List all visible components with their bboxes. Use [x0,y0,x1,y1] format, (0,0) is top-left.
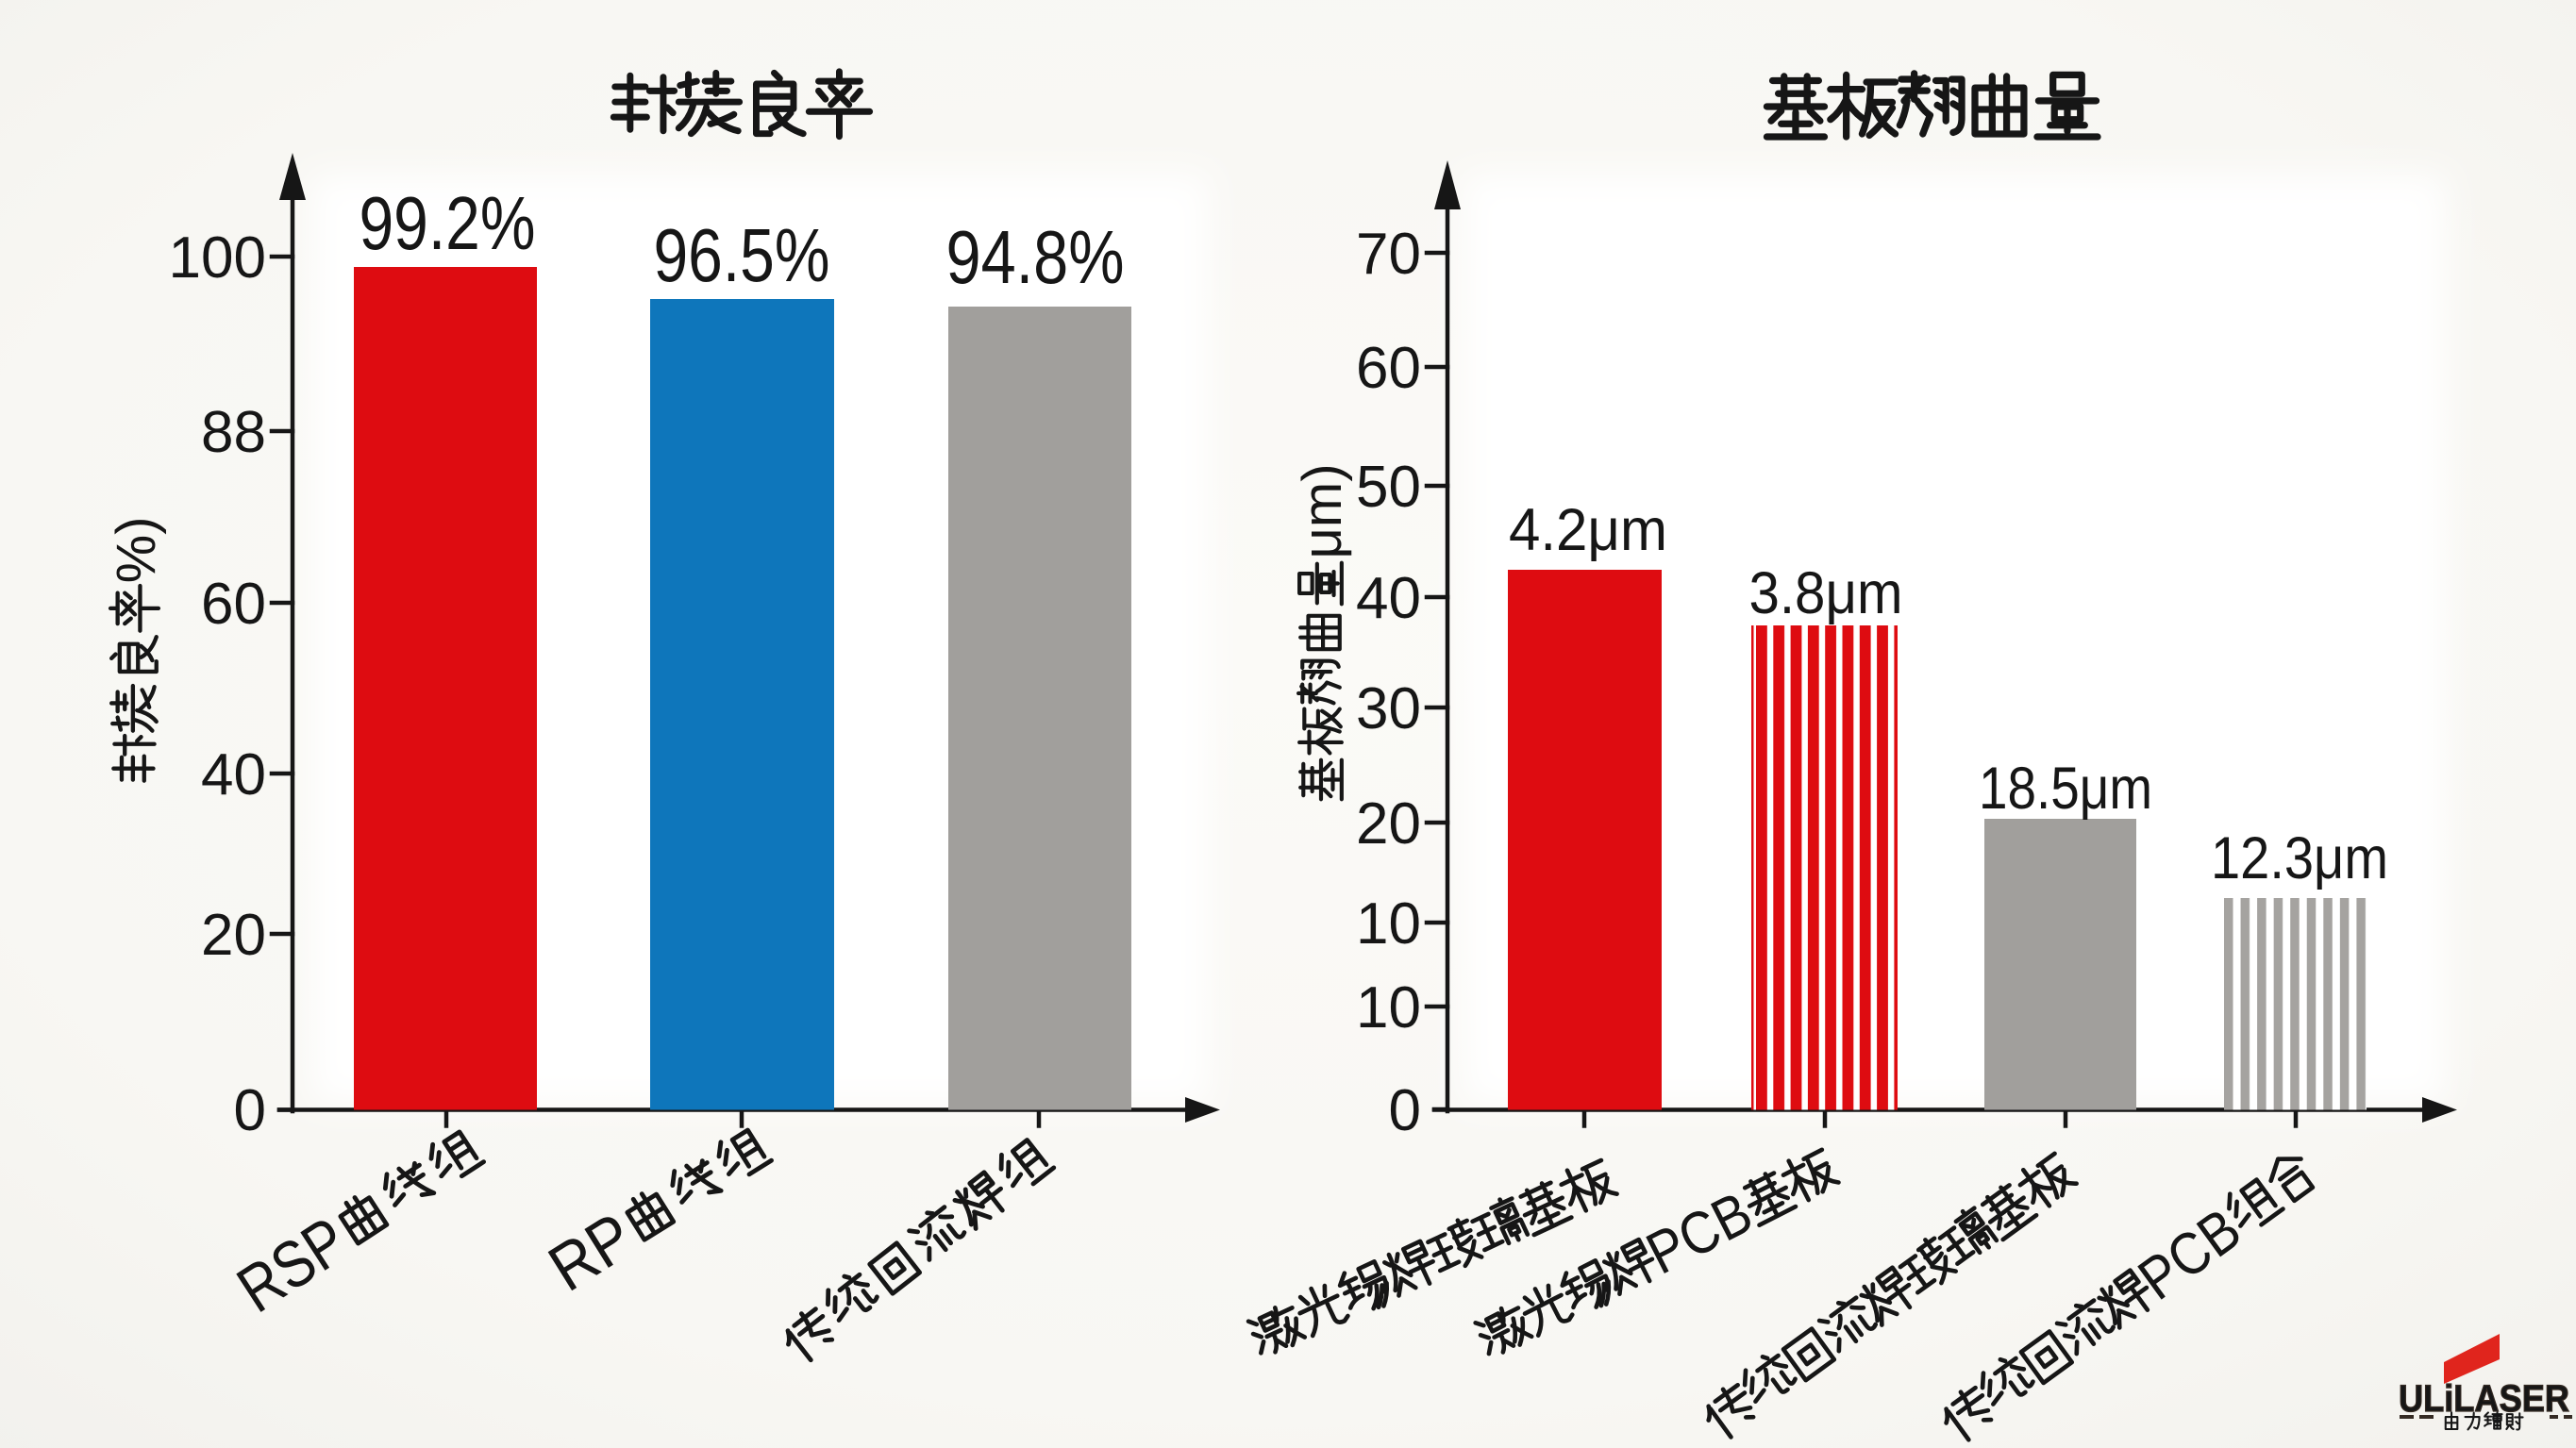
svg-text:30: 30 [1356,676,1421,741]
svg-text:60: 60 [201,572,266,637]
svg-text:60: 60 [1356,336,1421,401]
svg-text:0: 0 [234,1078,266,1143]
svg-text:10: 10 [1356,891,1421,957]
svg-text:88: 88 [201,400,266,465]
svg-text:3.8μm: 3.8μm [1749,560,1903,626]
svg-text:96.5%: 96.5% [654,213,830,297]
svg-text:0: 0 [1389,1078,1421,1143]
svg-text:μm): μm) [1292,463,1353,558]
svg-text:50: 50 [1356,455,1421,520]
svg-text:12.3μm: 12.3μm [2211,825,2388,891]
svg-text:100: 100 [169,225,266,291]
svg-text:20: 20 [1356,791,1421,857]
svg-text:18.5μm: 18.5μm [1979,756,2152,822]
svg-text:99.2%: 99.2% [360,181,536,265]
svg-text:40: 40 [1356,566,1421,631]
svg-text:70: 70 [1356,222,1421,287]
svg-text:%): %) [106,517,167,584]
svg-text:94.8%: 94.8% [946,215,1125,299]
svg-text:4.2μm: 4.2μm [1509,497,1667,563]
svg-text:10: 10 [1356,975,1421,1040]
svg-text:ULiLASER: ULiLASER [2399,1378,2569,1420]
svg-text:40: 40 [201,742,266,807]
svg-text:20: 20 [201,903,266,968]
